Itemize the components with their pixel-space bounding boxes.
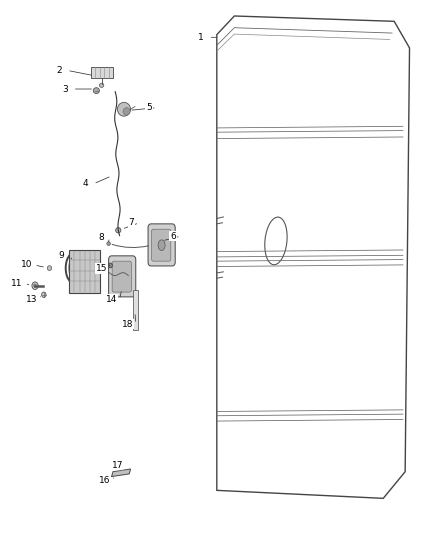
Text: 5: 5 [146,103,152,112]
Ellipse shape [116,228,121,233]
Ellipse shape [32,282,38,289]
FancyBboxPatch shape [133,290,138,330]
Text: 10: 10 [21,261,32,269]
Polygon shape [112,469,131,477]
Text: 14: 14 [106,295,117,304]
Ellipse shape [109,263,112,268]
Ellipse shape [33,284,36,288]
Ellipse shape [42,292,46,297]
Text: 13: 13 [26,295,37,304]
Text: 15: 15 [96,264,107,273]
FancyBboxPatch shape [91,67,113,78]
Text: 3: 3 [62,85,68,93]
Text: 6: 6 [170,232,176,240]
FancyBboxPatch shape [112,261,131,292]
Ellipse shape [107,241,110,245]
Text: 9: 9 [58,252,64,260]
Text: 17: 17 [112,461,123,470]
Ellipse shape [93,87,99,94]
FancyBboxPatch shape [109,256,136,297]
Ellipse shape [123,108,130,115]
Text: 11: 11 [11,279,22,288]
Ellipse shape [117,102,131,116]
Text: 8: 8 [99,233,105,241]
Ellipse shape [158,240,165,251]
Text: 7: 7 [128,219,134,227]
Text: 4: 4 [83,180,88,188]
Text: 18: 18 [122,320,134,328]
Text: 2: 2 [57,66,62,75]
Ellipse shape [120,462,124,466]
Ellipse shape [47,265,52,271]
Text: 1: 1 [198,33,204,42]
FancyBboxPatch shape [69,250,100,293]
Ellipse shape [99,83,104,87]
FancyBboxPatch shape [152,229,171,261]
FancyBboxPatch shape [148,224,175,266]
Text: 16: 16 [99,477,110,485]
